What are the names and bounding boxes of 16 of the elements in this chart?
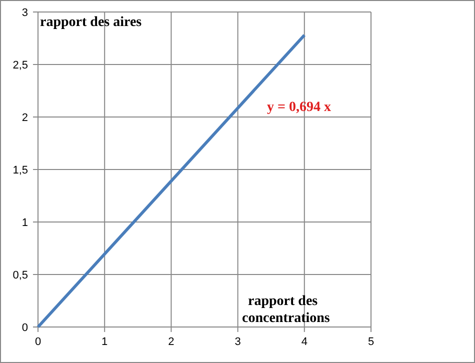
x-tick-label: 3 [234, 336, 241, 348]
y-tick-label: 0 [22, 322, 28, 334]
x-axis-title: rapport des concentrations [242, 294, 330, 326]
x-tick-label: 1 [102, 336, 108, 348]
y-tick-label: 3 [22, 7, 28, 19]
x-tick-label: 4 [301, 336, 308, 348]
y-axis-title: rapport des aires [40, 15, 142, 30]
y-tick-label: 1,5 [12, 164, 28, 176]
annotation: y = 0,694 x [267, 100, 331, 115]
y-tick-label: 1 [22, 217, 28, 229]
y-tick-label: 2,5 [12, 60, 28, 72]
y-tick-label: 2 [22, 112, 28, 124]
y-tick-label: 0,5 [12, 270, 28, 282]
x-tick-label: 5 [368, 336, 374, 348]
x-tick-label: 0 [34, 336, 42, 348]
x-tick-label: 2 [168, 336, 174, 348]
